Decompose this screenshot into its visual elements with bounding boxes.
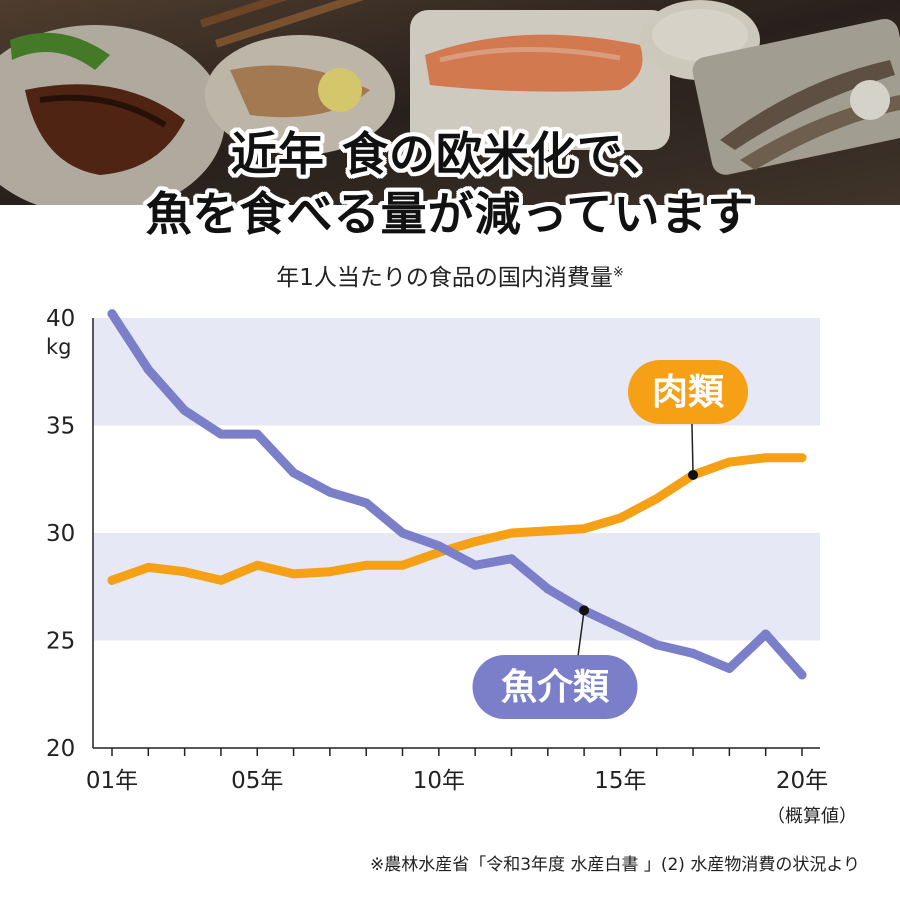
subtitle-footnote-mark: ※ xyxy=(612,265,624,281)
data-point-s0-18 xyxy=(761,453,771,463)
data-point-s1-4 xyxy=(252,429,262,439)
food-photo-illustration xyxy=(0,0,900,205)
data-point-s1-6 xyxy=(325,487,335,497)
y-tick-label-40: 40 xyxy=(46,306,75,332)
callout-dot-1 xyxy=(579,605,590,616)
data-point-s1-3 xyxy=(216,429,226,439)
data-point-s0-12 xyxy=(543,526,553,536)
y-tick-label-30: 30 xyxy=(46,521,75,547)
data-point-s0-4 xyxy=(252,560,262,570)
data-point-s1-5 xyxy=(289,468,299,478)
series-label-1: 魚介類 xyxy=(501,667,610,708)
data-point-s1-10 xyxy=(470,560,480,570)
data-point-s1-11 xyxy=(506,554,516,564)
subtitle-text: 年1人当たりの食品の国内消費量 xyxy=(276,265,613,291)
data-point-s1-18 xyxy=(761,629,771,639)
data-point-s0-7 xyxy=(361,560,371,570)
callout-box-0 xyxy=(628,360,748,424)
series-line-0 xyxy=(107,453,807,585)
y-tick-label-35: 35 xyxy=(46,414,75,440)
data-point-s1-2 xyxy=(180,405,190,415)
data-point-s0-6 xyxy=(325,567,335,577)
data-point-s0-14 xyxy=(615,513,625,523)
data-point-s1-1 xyxy=(143,365,153,375)
x-tick-label-1: 05年 xyxy=(231,768,283,794)
data-point-s1-17 xyxy=(724,663,734,673)
callout-dot-0 xyxy=(688,469,699,480)
food-photo-banner xyxy=(0,0,900,205)
data-point-s1-15 xyxy=(652,640,662,650)
x-last-tick-note: （概算値） xyxy=(767,806,857,827)
x-tick-label-3: 15年 xyxy=(594,768,646,794)
data-point-s1-9 xyxy=(434,541,444,551)
data-point-s0-3 xyxy=(216,575,226,585)
data-point-s1-14 xyxy=(615,623,625,633)
callout-box-1 xyxy=(472,655,638,719)
chart-subtitle: 年1人当たりの食品の国内消費量※ xyxy=(0,258,900,292)
source-footnote: ※農林水産省「令和3年度 水産白書 」(2) 水産物消費の状況より xyxy=(369,855,860,875)
data-point-s0-5 xyxy=(289,569,299,579)
x-tick-label-2: 10年 xyxy=(413,768,465,794)
x-tick-label-4: 20年 xyxy=(776,768,828,794)
y-axis-unit-label: kg xyxy=(46,335,72,359)
data-point-s0-17 xyxy=(724,457,734,467)
data-point-s1-19 xyxy=(797,670,807,680)
headline-line-2: 魚を食べる量が減っています xyxy=(145,187,755,241)
data-point-s0-15 xyxy=(652,494,662,504)
data-point-s1-7 xyxy=(361,498,371,508)
series-line-1 xyxy=(107,309,807,680)
data-point-s0-10 xyxy=(470,537,480,547)
y-tick-label-20: 20 xyxy=(46,736,75,762)
data-point-s1-8 xyxy=(398,528,408,538)
data-point-s0-8 xyxy=(398,560,408,570)
data-point-s0-0 xyxy=(107,575,117,585)
data-point-s1-12 xyxy=(543,584,553,594)
data-point-s0-2 xyxy=(180,567,190,577)
data-point-s1-0 xyxy=(107,309,117,319)
series-label-0: 肉類 xyxy=(652,372,725,413)
data-point-s1-16 xyxy=(688,648,698,658)
x-tick-label-0: 01年 xyxy=(86,768,138,794)
data-point-s0-13 xyxy=(579,524,589,534)
headline-line-1: 近年 食の欧米化で、 xyxy=(230,127,670,181)
y-tick-label-25: 25 xyxy=(46,629,75,655)
data-point-s0-11 xyxy=(506,528,516,538)
data-point-s0-19 xyxy=(797,453,807,463)
data-point-s0-1 xyxy=(143,562,153,572)
